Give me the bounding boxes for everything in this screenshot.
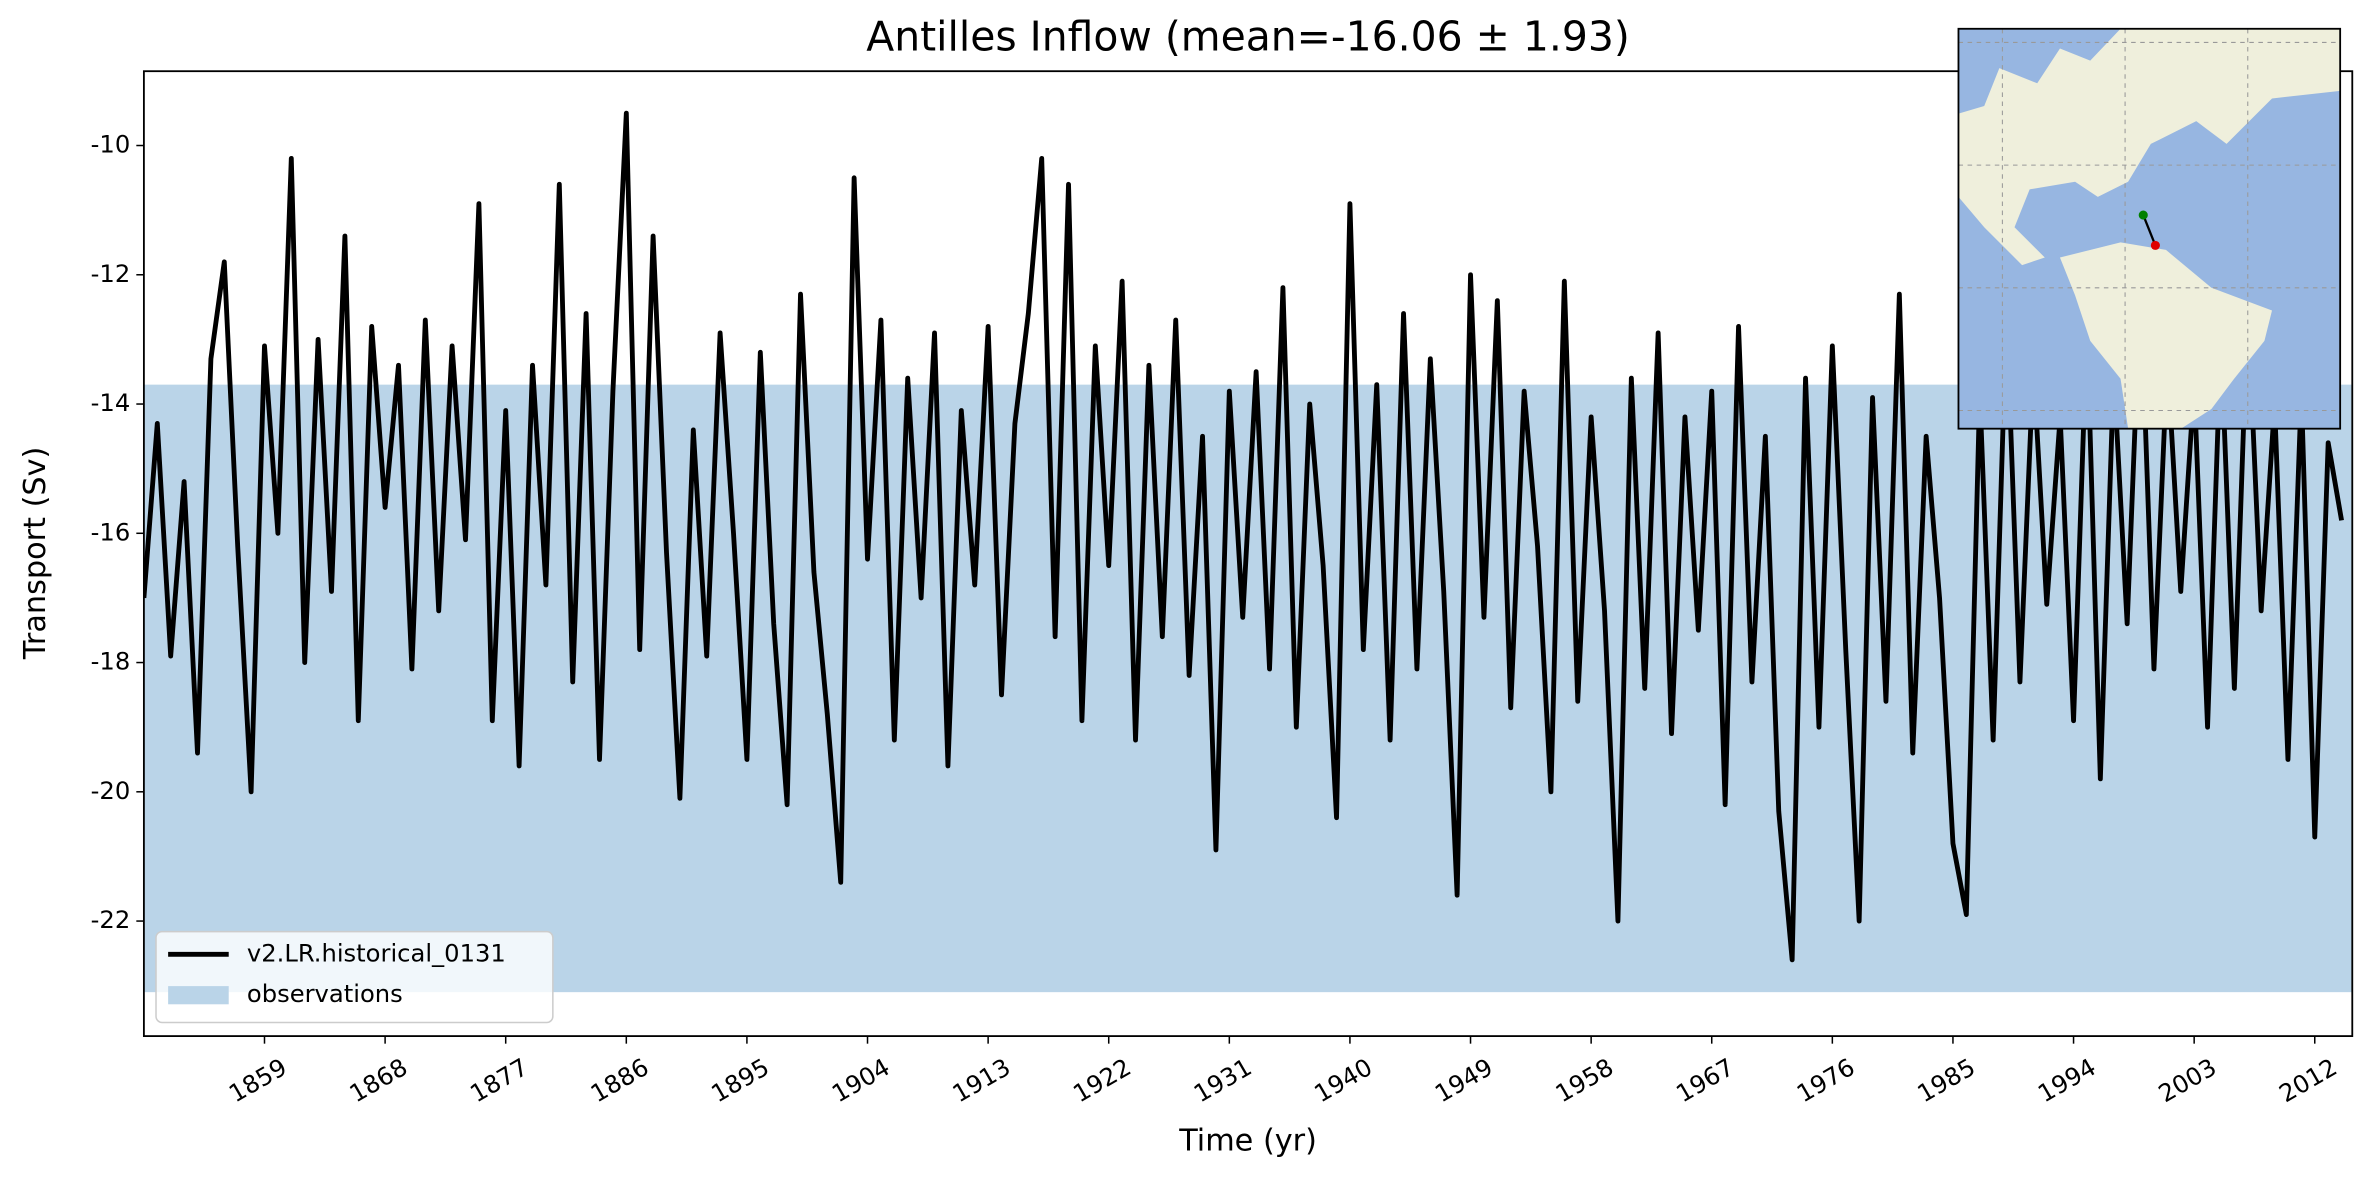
x-tick-label: 1931 xyxy=(1189,1053,1256,1108)
map-point xyxy=(2138,210,2148,220)
x-tick-label: 1958 xyxy=(1551,1053,1618,1108)
y-tick-label: -16 xyxy=(91,518,131,546)
x-tick-label: 1886 xyxy=(586,1053,653,1108)
legend: v2.LR.historical_0131 observations xyxy=(155,930,554,1024)
x-tick-label: 2003 xyxy=(2154,1053,2221,1108)
legend-swatch xyxy=(168,986,229,1005)
x-tick-label: 2012 xyxy=(2275,1053,2342,1108)
y-tick-label: -10 xyxy=(91,131,131,159)
y-axis-label: Transport (Sv) xyxy=(18,447,53,661)
map-graticule xyxy=(1958,28,2341,429)
x-tick-label: 1859 xyxy=(224,1053,291,1108)
map-land xyxy=(2059,242,2273,429)
x-tick-label: 1949 xyxy=(1430,1053,1497,1108)
x-tick-label: 1877 xyxy=(465,1053,532,1108)
map-frame xyxy=(1957,27,2342,430)
x-tick-label: 1940 xyxy=(1310,1053,1377,1108)
legend-label: v2.LR.historical_0131 xyxy=(247,939,506,967)
y-tick-label: -14 xyxy=(91,389,131,417)
x-tick-label: 1895 xyxy=(707,1053,774,1108)
x-axis-label: Time (yr) xyxy=(1178,1124,1317,1159)
inset-map xyxy=(1957,27,2342,430)
legend-box xyxy=(155,930,554,1024)
map-land xyxy=(1958,28,2341,266)
plot-area xyxy=(143,110,2353,993)
x-tick-label: 1985 xyxy=(1913,1053,1980,1108)
legend-label: observations xyxy=(247,980,403,1008)
chart-title: Antilles Inflow (mean=-16.06 ± 1.93) xyxy=(866,12,1630,60)
x-tick-label: 1913 xyxy=(948,1053,1015,1108)
map-water xyxy=(1958,28,2121,114)
map-section xyxy=(2142,214,2157,246)
x-tick-label: 1976 xyxy=(1792,1053,1859,1108)
x-tick-label: 1904 xyxy=(827,1053,894,1108)
series-line xyxy=(143,110,2344,963)
y-tick-label: -20 xyxy=(91,777,131,805)
x-tick-label: 1967 xyxy=(1671,1053,1738,1108)
x-tick-label: 1994 xyxy=(2033,1053,2100,1108)
y-tick-label: -12 xyxy=(91,260,131,288)
y-tick-label: -18 xyxy=(91,648,131,676)
y-tick-label: -22 xyxy=(91,906,131,934)
x-tick-label: 1922 xyxy=(1068,1053,1135,1108)
map-point xyxy=(2150,240,2160,250)
axes-frame xyxy=(142,70,2354,1038)
x-tick-label: 1868 xyxy=(345,1053,412,1108)
